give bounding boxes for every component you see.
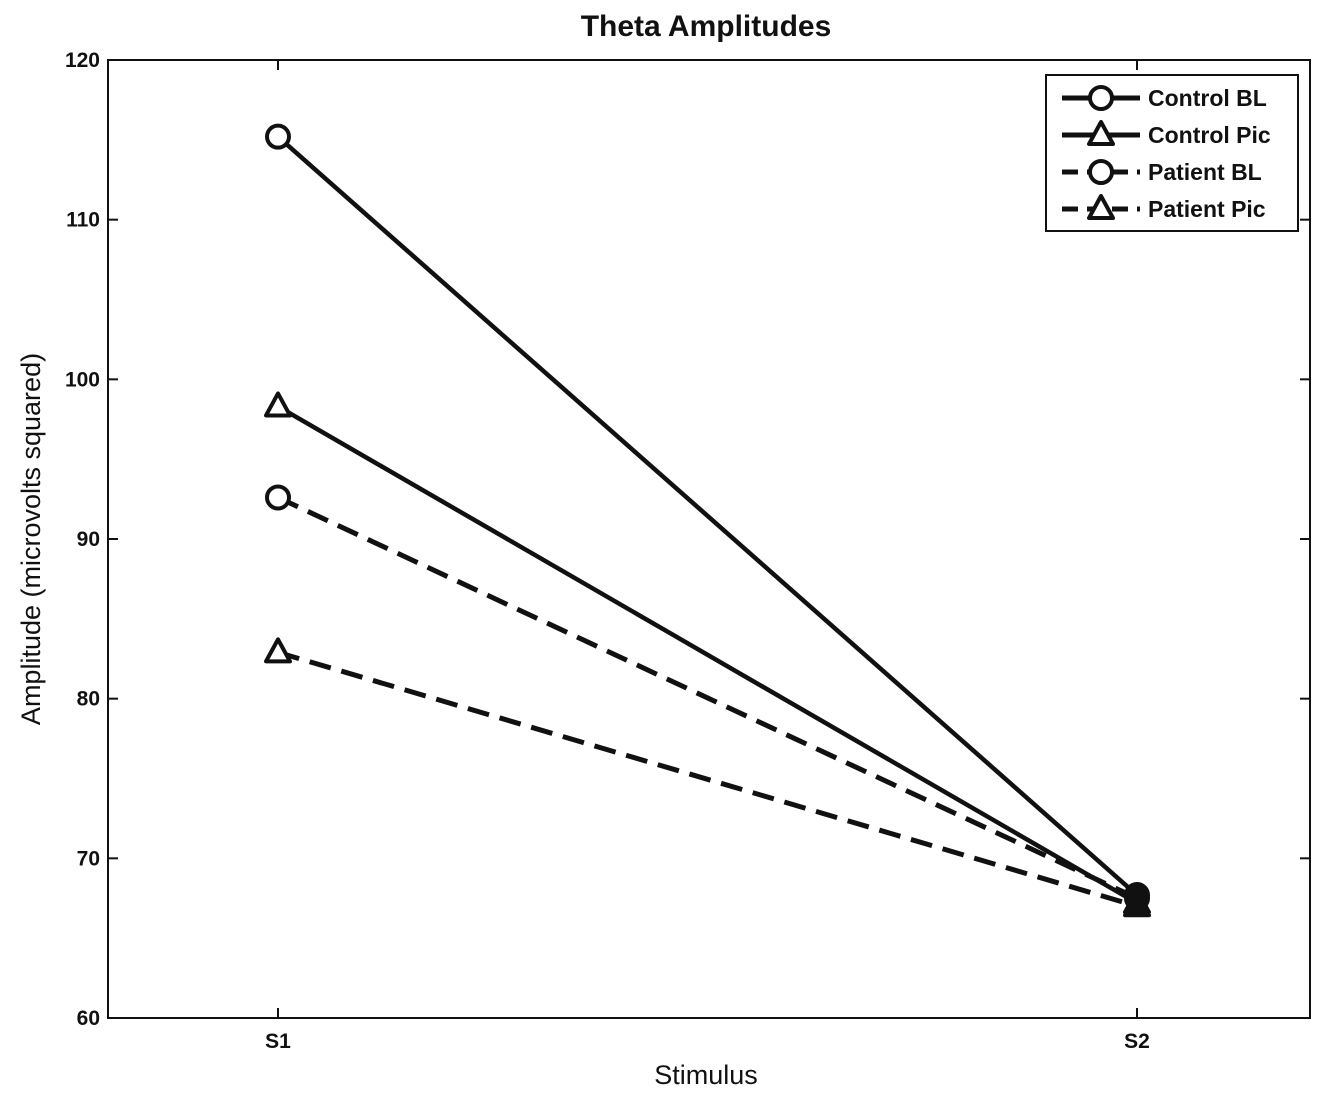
x-axis-label: Stimulus bbox=[654, 1060, 758, 1090]
series-patient-pic bbox=[264, 637, 1151, 918]
chart-title: Theta Amplitudes bbox=[581, 10, 832, 43]
legend-marker-patient-bl bbox=[1088, 159, 1114, 185]
series-line-control-bl bbox=[276, 134, 1139, 897]
y-tick-label: 60 bbox=[77, 1007, 100, 1030]
data-point-patient-pic-s2 bbox=[1123, 891, 1151, 918]
series-patient-bl bbox=[265, 484, 1150, 912]
y-tick-label: 70 bbox=[77, 847, 100, 870]
legend: Control BL Control Pic Patient BL Patient P… bbox=[1045, 74, 1299, 232]
legend-item-patient-bl: Patient BL bbox=[1062, 159, 1262, 185]
series-control-pic bbox=[264, 391, 1151, 915]
y-tick-label: 120 bbox=[65, 49, 100, 72]
legend-item-control-pic: Control Pic bbox=[1062, 120, 1271, 148]
series-line-control-pic bbox=[276, 404, 1139, 905]
legend-label-control-pic: Control Pic bbox=[1148, 122, 1271, 148]
legend-label-control-bl: Control BL bbox=[1148, 85, 1267, 111]
series-line-patient-pic bbox=[277, 649, 1138, 909]
legend-items: Control BL Control Pic Patient BL Patient P… bbox=[1062, 85, 1271, 222]
legend-item-patient-pic: Patient Pic bbox=[1062, 194, 1266, 222]
data-point-patient-pic-s1 bbox=[264, 637, 292, 664]
legend-marker-control-pic bbox=[1087, 120, 1115, 146]
series-line-patient-bl bbox=[276, 495, 1139, 901]
data-point-control-pic-s1 bbox=[264, 391, 292, 418]
y-axis-ticks: 60 70 80 90 100 110 120 bbox=[65, 49, 1310, 1030]
legend-marker-control-bl bbox=[1088, 85, 1114, 111]
x-tick-label: S1 bbox=[265, 1030, 291, 1053]
x-axis-ticks: S1 S2 bbox=[265, 60, 1150, 1053]
legend-label-patient-bl: Patient BL bbox=[1148, 159, 1262, 185]
legend-box bbox=[1045, 74, 1299, 232]
legend-label-patient-pic: Patient Pic bbox=[1148, 196, 1266, 222]
y-axis-label: Amplitude (microvolts squared) bbox=[16, 353, 46, 725]
series-layer bbox=[264, 123, 1151, 918]
series-control-bl bbox=[265, 123, 1150, 909]
y-tick-label: 80 bbox=[77, 688, 100, 711]
y-tick-label: 110 bbox=[66, 209, 100, 232]
legend-item-control-bl: Control BL bbox=[1062, 85, 1267, 111]
legend-marker-patient-pic bbox=[1087, 194, 1115, 220]
y-tick-label: 90 bbox=[77, 528, 100, 551]
x-tick-label: S2 bbox=[1124, 1030, 1150, 1053]
data-point-control-bl-s1 bbox=[265, 123, 291, 150]
y-tick-label: 100 bbox=[65, 368, 100, 391]
data-point-patient-bl-s1 bbox=[265, 484, 291, 511]
